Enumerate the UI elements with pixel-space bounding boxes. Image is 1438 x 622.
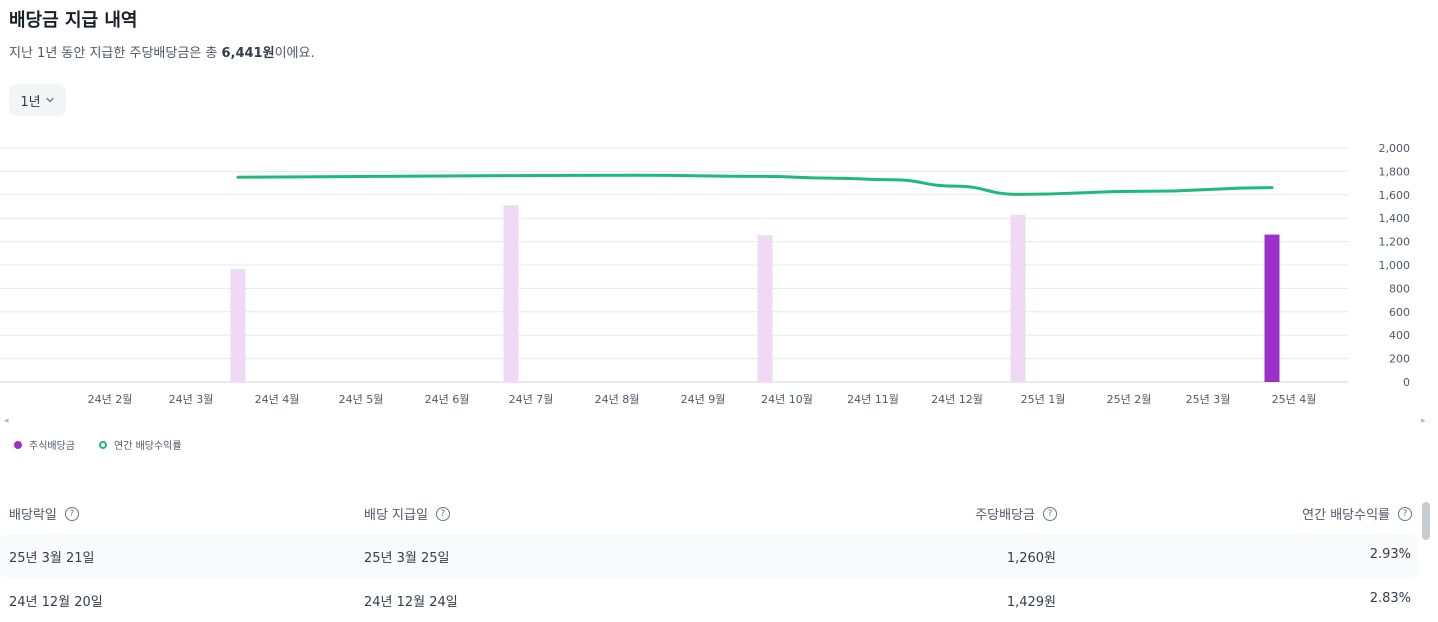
table-row[interactable]: 25년 3월 21일 25년 3월 25일 1,260원 2.93% xyxy=(0,534,1418,578)
y-tick-label: 800 xyxy=(1389,282,1410,295)
x-tick-label: 24년 9월 xyxy=(681,393,726,406)
cell-yield: 2.93% xyxy=(1369,547,1411,562)
x-tick-label: 24년 4월 xyxy=(255,393,300,406)
table-header: 배당락일 ? 배당 지급일 ? 주당배당금 ? 연간 배당수익률 ? xyxy=(0,494,1418,530)
header-yield: 연간 배당수익률 ? xyxy=(1302,504,1412,523)
legend-label: 연간 배당수익률 xyxy=(114,441,182,452)
x-tick-label: 24년 10월 xyxy=(761,393,813,406)
cell-pay-date: 25년 3월 25일 xyxy=(364,551,450,566)
x-tick-label: 24년 2월 xyxy=(88,393,133,406)
dividend-bar xyxy=(1010,214,1026,382)
page-subtitle: 지난 1년 동안 지급한 주당배당금은 총 6,441원이에요. xyxy=(9,42,315,61)
chart-legend: 주식배당금 연간 배당수익률 xyxy=(14,437,182,452)
x-tick-label: 25년 4월 xyxy=(1272,393,1317,406)
cell-dividend: 1,260원 xyxy=(1006,551,1056,566)
y-tick-label: 200 xyxy=(1389,353,1410,366)
table-scrollbar[interactable] xyxy=(1422,502,1430,540)
period-value: 1년 xyxy=(20,94,41,110)
y-tick-label: 400 xyxy=(1389,329,1410,342)
x-tick-label: 24년 6월 xyxy=(425,393,470,406)
period-dropdown[interactable]: 1년 xyxy=(9,84,66,116)
x-tick-label: 25년 2월 xyxy=(1107,393,1152,406)
cell-dividend: 1,429원 xyxy=(1006,595,1056,610)
question-circle-icon[interactable]: ? xyxy=(1043,506,1057,521)
y-tick-label: 600 xyxy=(1389,306,1410,319)
y-tick-label: 1,800 xyxy=(1379,165,1411,178)
legend-dot-filled-icon xyxy=(14,440,22,449)
chart-scroll-left-icon[interactable]: ◂ xyxy=(4,416,9,426)
header-dividend: 주당배당금 ? xyxy=(975,504,1057,523)
cell-pay-date: 24년 12월 24일 xyxy=(364,595,458,610)
subtitle-prefix: 지난 1년 동안 지급한 주당배당금은 총 xyxy=(9,46,222,61)
legend-label: 주식배당금 xyxy=(29,441,75,452)
table-row[interactable]: 24년 12월 20일 24년 12월 24일 1,429원 2.83% xyxy=(0,578,1418,622)
y-tick-label: 1,000 xyxy=(1379,259,1411,272)
x-tick-label: 24년 11월 xyxy=(847,393,899,406)
header-label: 주당배당금 xyxy=(975,508,1035,523)
x-tick-label: 24년 8월 xyxy=(595,393,640,406)
yield-line xyxy=(236,173,1274,196)
question-circle-icon[interactable]: ? xyxy=(64,506,79,521)
subtitle-amount: 6,441원 xyxy=(221,46,275,61)
x-tick-label: 25년 1월 xyxy=(1021,393,1066,406)
dividend-bar xyxy=(1264,234,1280,382)
x-tick-label: 24년 3월 xyxy=(169,393,214,406)
chart-scroll-right-icon[interactable]: ▸ xyxy=(1421,416,1426,426)
dividend-bar xyxy=(757,235,773,382)
dividend-bar xyxy=(503,205,519,382)
header-ex-date: 배당락일 ? xyxy=(9,504,79,523)
header-label: 배당 지급일 xyxy=(364,508,428,523)
y-tick-label: 1,400 xyxy=(1379,212,1411,225)
y-tick-label: 0 xyxy=(1403,376,1410,389)
subtitle-suffix: 이에요. xyxy=(274,46,315,61)
question-circle-icon[interactable]: ? xyxy=(435,506,450,521)
x-tick-label: 25년 3월 xyxy=(1186,393,1231,406)
x-tick-label: 24년 5월 xyxy=(339,393,384,406)
dividend-bar xyxy=(230,268,246,382)
legend-item-yield[interactable]: 연간 배당수익률 xyxy=(99,437,182,452)
legend-item-dividend[interactable]: 주식배당금 xyxy=(14,437,75,452)
chevron-down-icon xyxy=(45,97,54,103)
page-title: 배당금 지급 내역 xyxy=(9,10,138,31)
cell-yield: 2.83% xyxy=(1369,591,1411,606)
y-tick-label: 1,600 xyxy=(1379,189,1411,202)
y-tick-label: 1,200 xyxy=(1379,236,1411,249)
y-tick-label: 2,000 xyxy=(1379,142,1411,155)
cell-ex-date: 25년 3월 21일 xyxy=(9,551,95,566)
question-circle-icon[interactable]: ? xyxy=(1398,506,1412,521)
header-label: 배당락일 xyxy=(9,508,57,523)
legend-dot-ring-icon xyxy=(99,440,107,449)
x-tick-label: 24년 12월 xyxy=(931,393,983,406)
header-label: 연간 배당수익률 xyxy=(1302,508,1390,523)
x-tick-label: 24년 7월 xyxy=(509,393,554,406)
header-pay-date: 배당 지급일 ? xyxy=(364,504,450,523)
cell-ex-date: 24년 12월 20일 xyxy=(9,595,103,610)
dividend-chart: 2,000 1,800 1,600 1,400 1,200 1,000 800 600 400 2… xyxy=(0,142,1411,406)
